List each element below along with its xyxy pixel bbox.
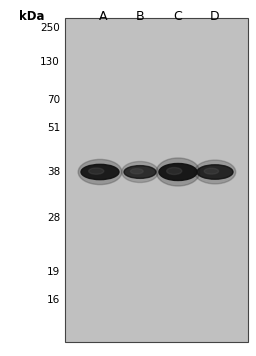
Bar [65,18,248,342]
Text: B: B [136,10,144,23]
Text: 38: 38 [47,167,60,177]
Text: 28: 28 [47,213,60,223]
Ellipse shape [122,162,158,183]
Ellipse shape [204,168,219,174]
Text: 70: 70 [47,95,60,105]
Ellipse shape [194,160,236,184]
Ellipse shape [130,169,143,174]
Ellipse shape [81,164,119,180]
Text: kDa: kDa [19,10,45,23]
Ellipse shape [89,168,104,174]
Text: D: D [210,10,220,23]
Ellipse shape [156,158,200,186]
Ellipse shape [124,166,156,178]
Text: 19: 19 [47,267,60,277]
Text: A: A [99,10,107,23]
Ellipse shape [78,159,122,185]
Text: C: C [174,10,182,23]
Text: 130: 130 [40,57,60,67]
Ellipse shape [159,163,197,180]
Ellipse shape [167,168,182,174]
Text: 51: 51 [47,123,60,133]
Ellipse shape [197,165,233,179]
Text: 250: 250 [40,23,60,33]
Text: 16: 16 [47,295,60,305]
